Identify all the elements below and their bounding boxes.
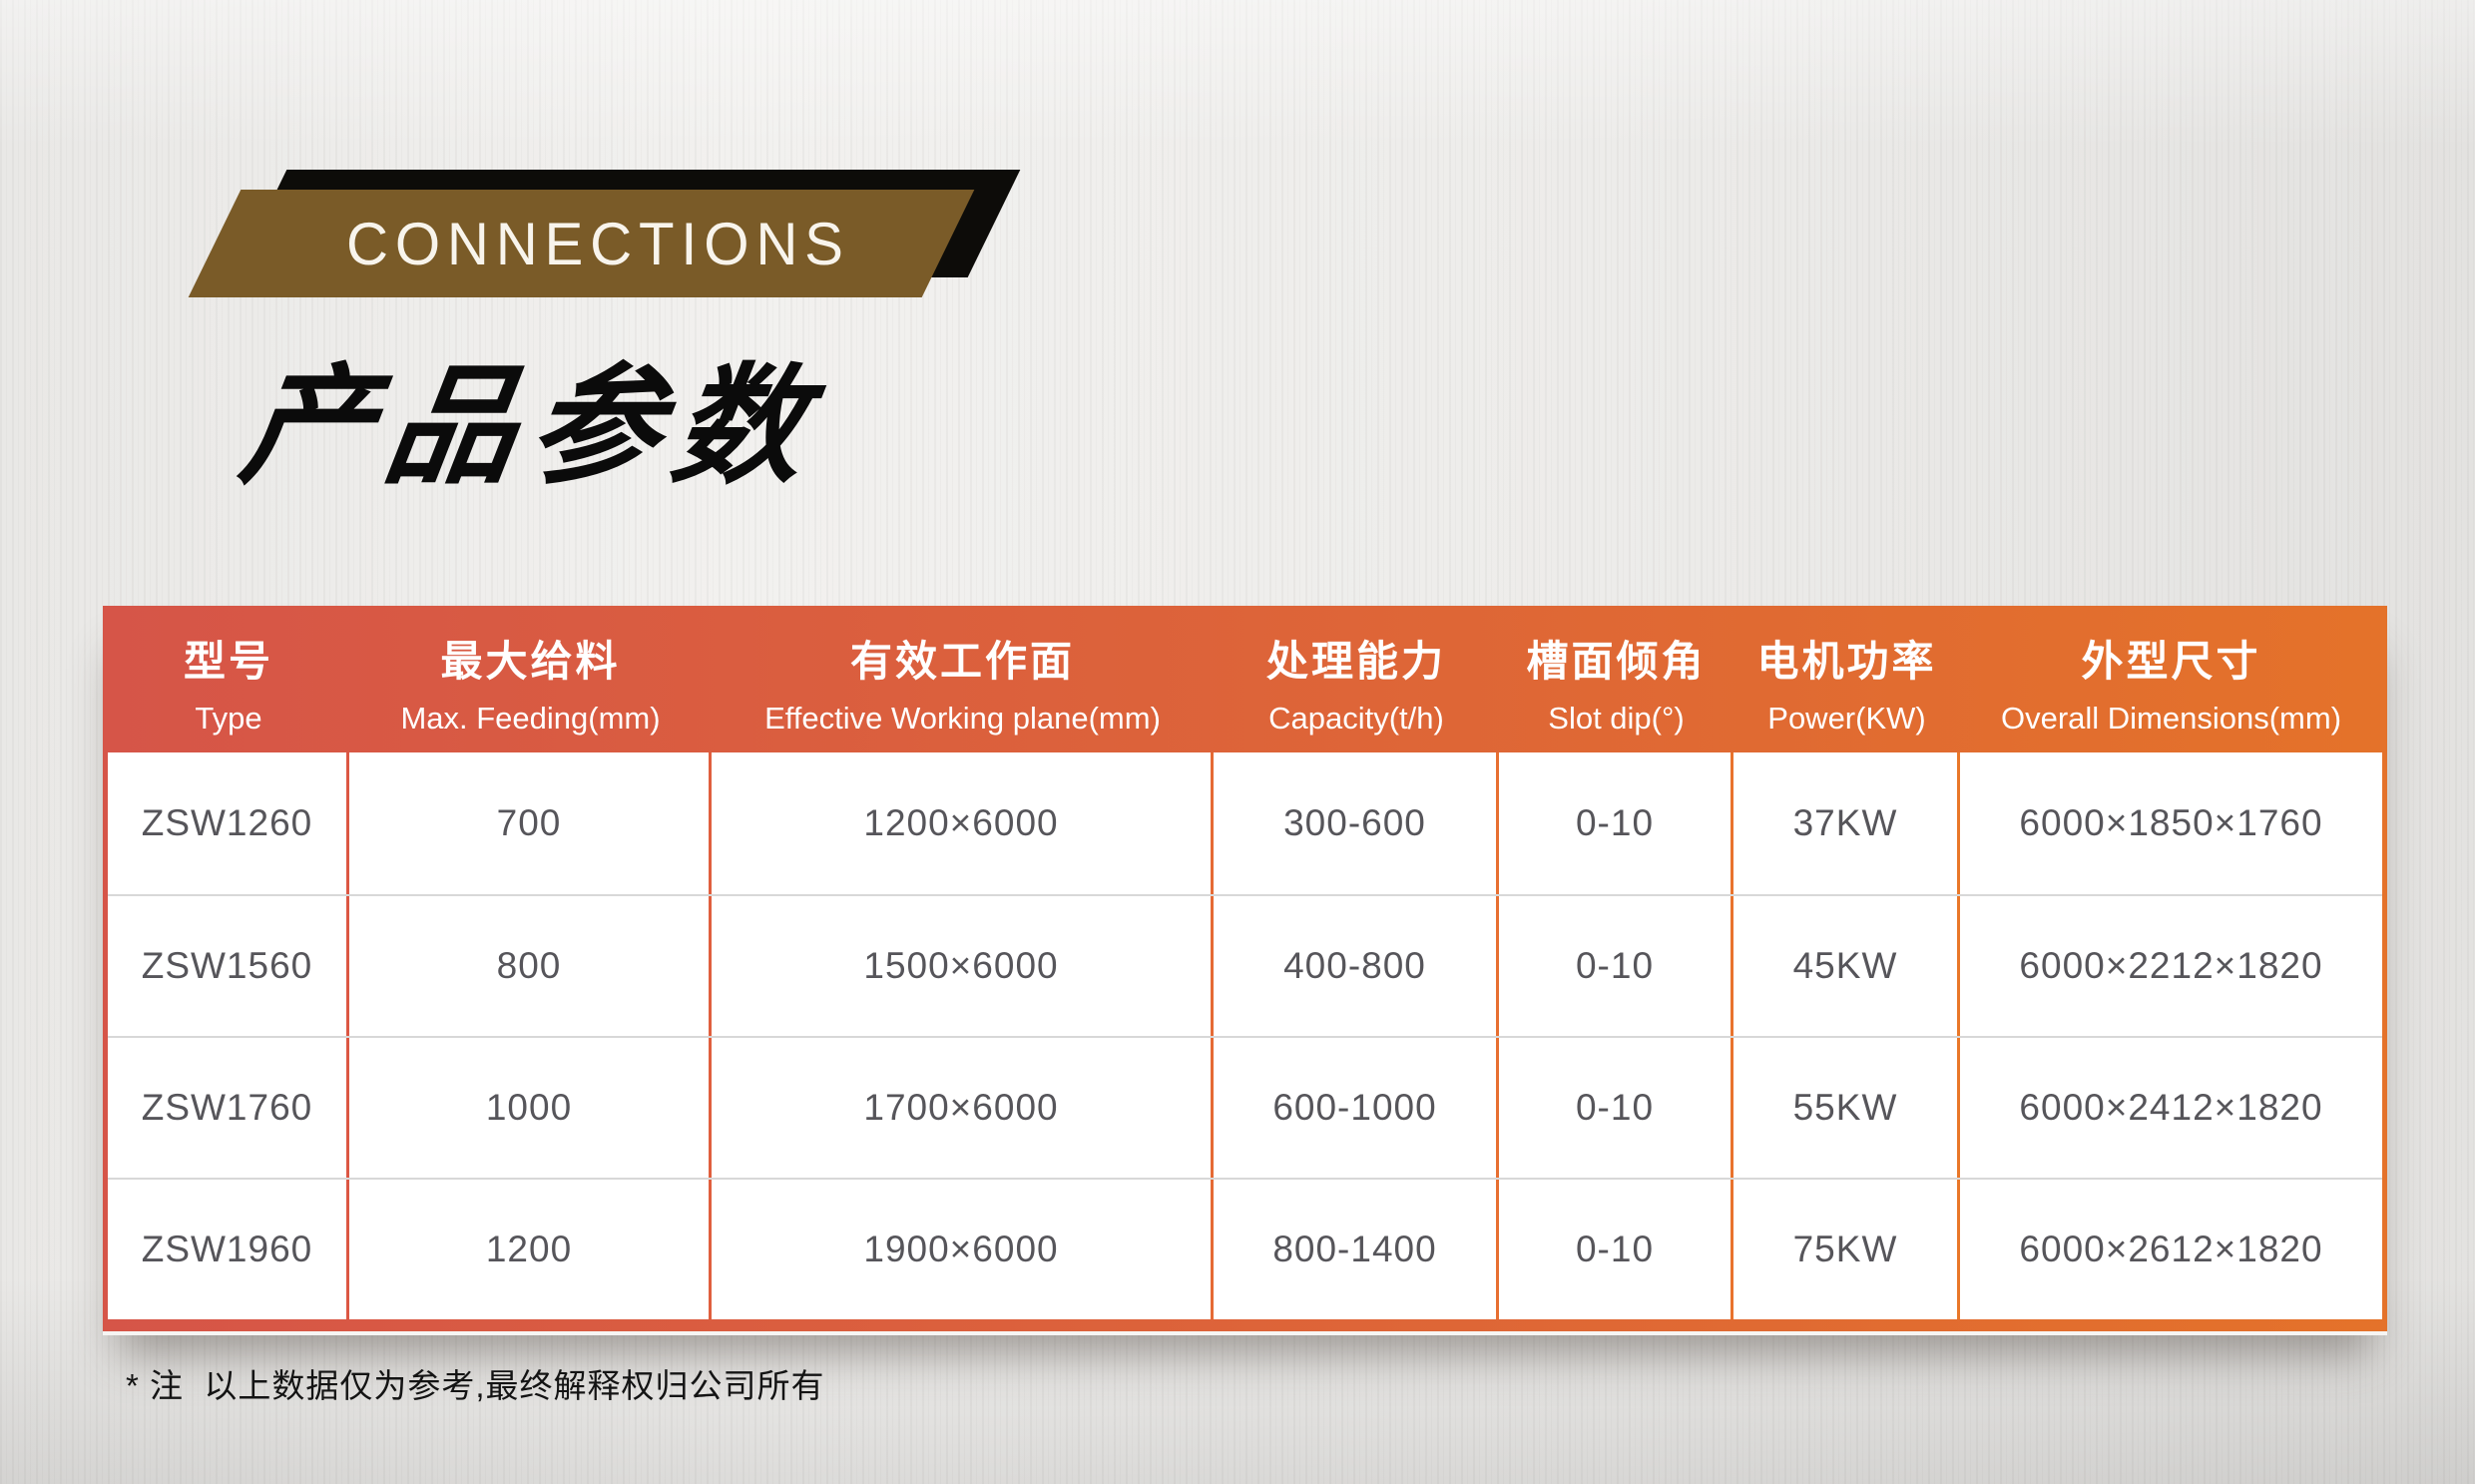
footnote: * 注 以上数据仅为参考,最终解释权归公司所有 — [126, 1367, 825, 1404]
column-header-capacity: 处理能力 Capacity(t/h) — [1214, 611, 1499, 752]
column-header-zh: 处理能力 — [1265, 637, 1446, 685]
column-header-zh: 最大给料 — [440, 637, 621, 685]
table-cell-power: 45KW — [1733, 896, 1960, 1036]
table-cell-dimensions: 6000×2612×1820 — [2019, 1229, 2323, 1269]
column-header-zh: 型号 — [183, 637, 273, 685]
table-body: ZSW1260 700 1200×6000 300-600 0-10 37KW … — [108, 752, 2382, 1319]
table-cell-power: 55KW — [1733, 1038, 1960, 1178]
table-cell-max-feeding: 1000 — [349, 1038, 712, 1178]
column-header-en: Power(KW) — [1767, 700, 1926, 736]
table-cell-model: ZSW1260 — [108, 752, 349, 894]
table-cell-slot-dip: 0-10 — [1499, 752, 1733, 894]
table-cell-slot-dip: 0-10 — [1499, 1180, 1733, 1319]
column-header-en: Max. Feeding(mm) — [400, 700, 661, 736]
banner-face: CONNECTIONS — [188, 190, 975, 297]
table-cell-model: ZSW1960 — [108, 1180, 349, 1319]
table-cell-max-feeding: 800 — [349, 896, 712, 1036]
table-cell-max-feeding: 700 — [349, 752, 712, 894]
table-cell-slot-dip: 0-10 — [1499, 1038, 1733, 1178]
column-header-slot-dip: 槽面倾角 Slot dip(°) — [1499, 611, 1733, 752]
table-cell-dimensions: 6000×2212×1820 — [2019, 945, 2323, 986]
column-header-en: Overall Dimensions(mm) — [2000, 700, 2342, 736]
table-cell-capacity: 300-600 — [1214, 752, 1499, 894]
table-cell-model: ZSW1560 — [108, 896, 349, 1036]
section-banner: CONNECTIONS — [188, 170, 1021, 297]
table-row: ZSW1260 700 1200×6000 300-600 0-10 37KW … — [108, 752, 2382, 894]
table-row: ZSW1960 1200 1900×6000 800-1400 0-10 75K… — [108, 1178, 2382, 1319]
column-header-zh: 槽面倾角 — [1526, 637, 1707, 685]
column-header-type: 型号 Type — [108, 611, 349, 752]
table-row: ZSW1760 1000 1700×6000 600-1000 0-10 55K… — [108, 1036, 2382, 1178]
table-cell-slot-dip: 0-10 — [1499, 896, 1733, 1036]
column-header-zh: 有效工作面 — [849, 637, 1075, 685]
table-cell-working-plane: 1900×6000 — [712, 1180, 1214, 1319]
spec-table: 型号 Type 最大给料 Max. Feeding(mm) 有效工作面 Effe… — [103, 606, 2387, 1335]
table-cell-capacity: 600-1000 — [1214, 1038, 1499, 1178]
page-title: 产品参数 — [233, 353, 828, 499]
table-cell-working-plane: 1700×6000 — [712, 1038, 1214, 1178]
column-header-working-plane: 有效工作面 Effective Working plane(mm) — [712, 611, 1214, 752]
table-row: ZSW1560 800 1500×6000 400-800 0-10 45KW … — [108, 894, 2382, 1036]
column-header-max-feeding: 最大给料 Max. Feeding(mm) — [349, 611, 712, 752]
table-cell-capacity: 800-1400 — [1214, 1180, 1499, 1319]
table-cell-working-plane: 1500×6000 — [712, 896, 1214, 1036]
table-cell-power: 37KW — [1733, 752, 1960, 894]
table-header-row: 型号 Type 最大给料 Max. Feeding(mm) 有效工作面 Effe… — [108, 611, 2382, 752]
column-header-dimensions: 外型尺寸 Overall Dimensions(mm) — [1960, 611, 2382, 752]
column-header-en: Capacity(t/h) — [1268, 700, 1444, 736]
column-header-power: 电机功率 Power(KW) — [1733, 611, 1960, 752]
column-header-en: Slot dip(°) — [1548, 700, 1685, 736]
table-cell-working-plane: 1200×6000 — [712, 752, 1214, 894]
table-cell-dimensions: 6000×2412×1820 — [2019, 1087, 2323, 1128]
table-cell-capacity: 400-800 — [1214, 896, 1499, 1036]
banner-label: CONNECTIONS — [346, 210, 851, 277]
table-cell-max-feeding: 1200 — [349, 1180, 712, 1319]
column-header-zh: 电机功率 — [1756, 637, 1937, 685]
column-header-zh: 外型尺寸 — [2081, 637, 2261, 685]
column-header-en: Effective Working plane(mm) — [764, 700, 1161, 736]
column-header-en: Type — [195, 700, 262, 736]
table-cell-dimensions: 6000×1850×1760 — [2019, 802, 2323, 843]
table-cell-model: ZSW1760 — [108, 1038, 349, 1178]
table-cell-power: 75KW — [1733, 1180, 1960, 1319]
